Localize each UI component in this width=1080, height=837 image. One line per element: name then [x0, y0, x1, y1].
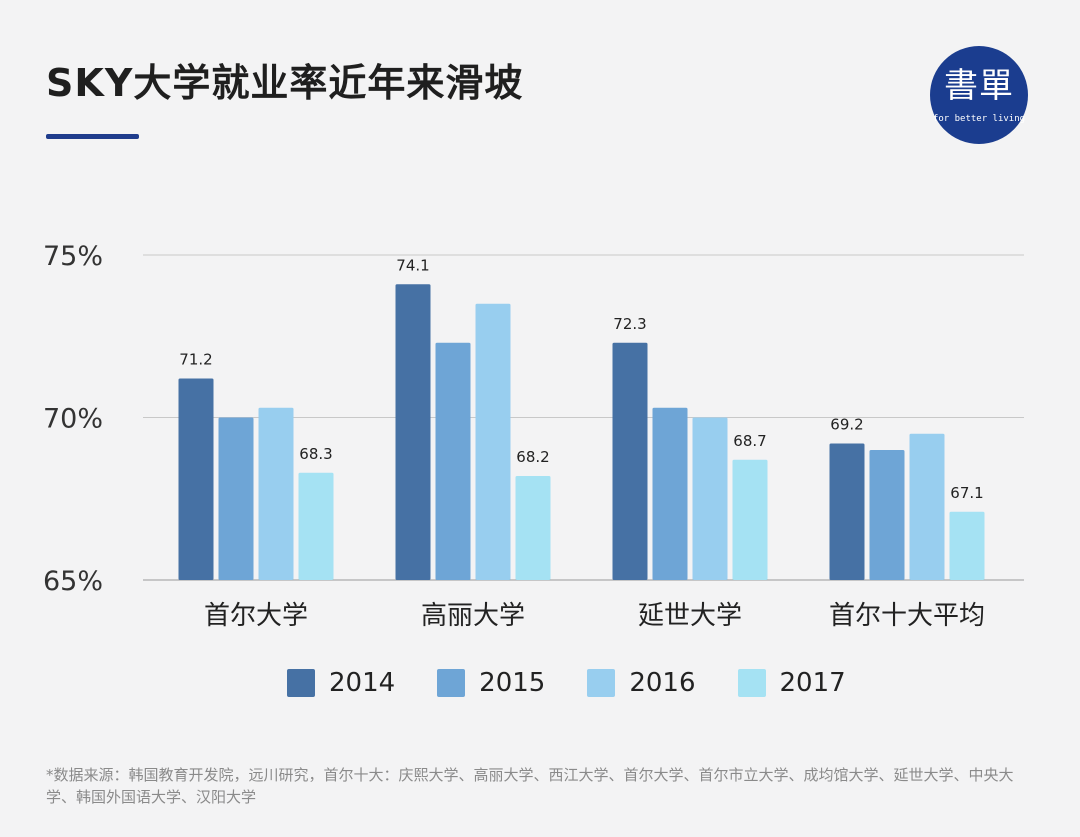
legend-item-2014: 2014: [287, 668, 395, 698]
bar: [612, 342, 648, 580]
legend-swatch-2016: [587, 669, 616, 697]
bar: [692, 417, 728, 580]
legend-label-2016: 2016: [629, 668, 696, 698]
bar: [515, 476, 551, 580]
logo-tagline: for better living: [932, 114, 1026, 124]
x-category-label: 延世大学: [638, 601, 742, 631]
data-label: 71.2: [179, 351, 212, 369]
data-label: 69.2: [830, 416, 863, 434]
legend-item-2016: 2016: [587, 668, 696, 698]
bar: [869, 450, 905, 580]
x-category-label: 首尔大学: [204, 601, 308, 631]
bar: [178, 378, 214, 580]
legend-swatch-2015: [437, 669, 466, 697]
data-label: 67.1: [950, 484, 983, 502]
data-label: 68.2: [516, 448, 549, 466]
source-footnote: *数据来源：韩国教育开发院，远川研究，首尔十大：庆熙大学、高丽大学、西江大学、首…: [46, 766, 1014, 806]
chart-title: SKY大学就业率近年来滑坡: [46, 61, 524, 105]
data-label: 68.3: [299, 445, 332, 463]
chart-legend: 2014 2015 2016 2017: [287, 668, 888, 698]
bar: [395, 284, 431, 580]
y-tick-label: 65%: [43, 566, 103, 597]
logo-text: 書單: [944, 66, 1014, 106]
legend-label-2014: 2014: [329, 668, 396, 698]
bar: [435, 342, 471, 580]
data-label: 74.1: [396, 256, 429, 274]
title-underline: [46, 134, 139, 139]
data-label: 72.3: [613, 315, 646, 333]
y-tick-label: 70%: [43, 404, 103, 435]
bar: [475, 303, 511, 580]
x-category-label: 首尔十大平均: [829, 601, 985, 631]
bar: [258, 407, 294, 580]
bar: [218, 417, 254, 580]
legend-swatch-2017: [737, 669, 766, 697]
bar: [949, 511, 985, 580]
legend-label-2015: 2015: [479, 668, 546, 698]
bar: [652, 407, 688, 580]
bar: [829, 443, 865, 580]
y-tick-label: 75%: [43, 241, 103, 272]
legend-item-2015: 2015: [437, 668, 545, 698]
bar: [298, 472, 334, 580]
legend-item-2017: 2017: [737, 668, 846, 698]
legend-label-2017: 2017: [779, 668, 846, 698]
legend-swatch-2014: [287, 669, 315, 697]
bar: [732, 459, 768, 580]
brand-logo: 書單 for better living: [930, 46, 1028, 144]
x-category-label: 高丽大学: [421, 601, 525, 631]
bar: [909, 433, 945, 580]
data-label: 68.7: [733, 432, 766, 450]
